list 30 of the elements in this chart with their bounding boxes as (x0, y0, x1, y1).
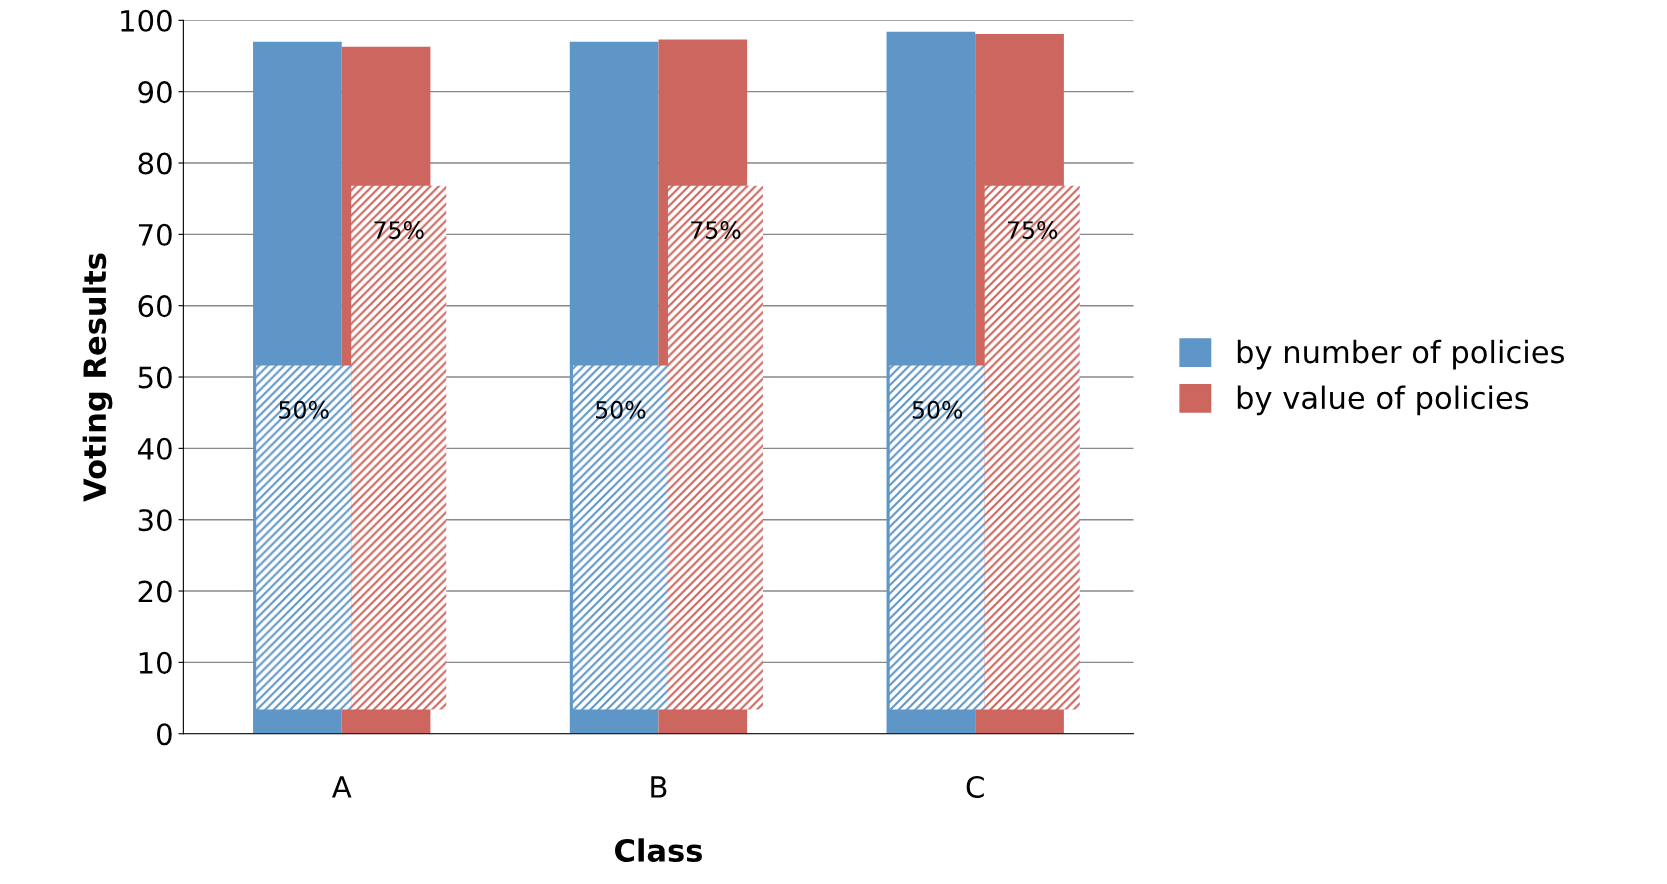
x-tick-label: A (331, 776, 352, 798)
bar (984, 185, 1080, 710)
legend-label: by value of policies (1237, 385, 1529, 416)
annotation: 50% (279, 400, 329, 419)
annotation: 50% (912, 400, 963, 419)
y-tick-label: 100 (121, 9, 172, 32)
annotation: 75% (374, 221, 424, 239)
bar (667, 185, 763, 710)
y-tick-label: 40 (137, 437, 172, 460)
bar (256, 365, 352, 710)
annotation: 50% (596, 400, 646, 419)
legend-label: by number of policies (1237, 339, 1564, 370)
bar (889, 365, 985, 710)
bar (351, 185, 447, 710)
y-tick-label: 70 (138, 223, 172, 246)
x-tick-label: C (966, 775, 984, 798)
annotation: 75% (1007, 221, 1058, 239)
y-tick-label: 80 (138, 152, 172, 175)
y-tick-label: 10 (139, 651, 172, 674)
x-tick-label: B (651, 776, 667, 798)
x-axis-title: Class (615, 838, 702, 862)
y-axis-title: Voting Results (82, 253, 113, 502)
y-tick-label: 30 (138, 509, 172, 532)
y-tick-label: 0 (157, 723, 172, 746)
y-tick-label: 20 (138, 580, 172, 603)
y-tick-label: 90 (138, 81, 172, 104)
annotation: 75% (691, 221, 741, 239)
y-tick-label: 50 (138, 366, 172, 389)
bar (572, 365, 668, 710)
y-tick-label: 60 (138, 295, 172, 318)
